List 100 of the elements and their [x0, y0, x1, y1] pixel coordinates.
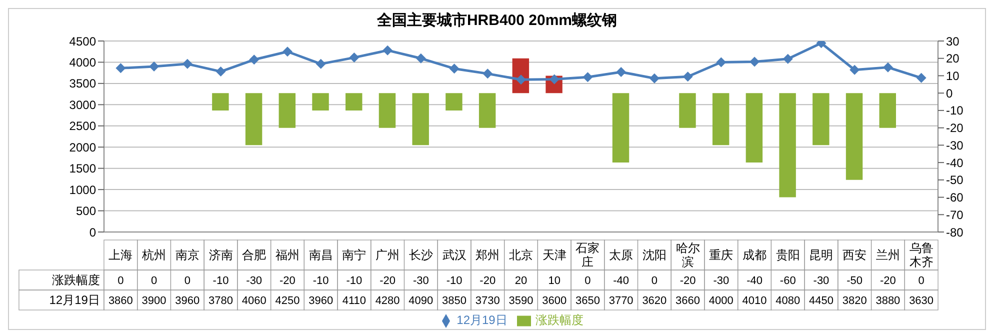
x-tick-label: 福州: [275, 248, 300, 262]
point: [349, 52, 360, 63]
point: [482, 68, 493, 79]
point: [616, 66, 626, 77]
data-label: 4080: [776, 295, 800, 307]
x-tick-label: 石家庄: [576, 241, 600, 269]
y2-tick-label: -80: [946, 225, 964, 240]
point: [716, 57, 726, 68]
y-tick-label: 4000: [69, 55, 96, 70]
y-tick-label: 4500: [69, 34, 96, 48]
x-tick-label: 重庆: [709, 248, 734, 262]
data-label: 3770: [608, 295, 634, 307]
y2-tick-label: 30: [946, 34, 960, 48]
data-label: -20: [880, 275, 896, 287]
data-label: 3960: [175, 295, 200, 307]
data-label: 3620: [642, 295, 667, 307]
x-tick-label: 乌鲁木齐: [909, 241, 934, 269]
legend-label: 12月19日: [456, 313, 508, 327]
y2-tick-label: -50: [946, 173, 964, 188]
point: [750, 56, 760, 67]
y2-tick-label: -60: [946, 190, 964, 205]
y-tick-label: 3500: [69, 76, 96, 91]
point: [382, 45, 393, 56]
x-tick-label: 哈尔滨: [676, 241, 700, 269]
x-tick-label: 昆明: [809, 248, 834, 262]
data-label: 3850: [442, 295, 467, 307]
data-label: 4060: [242, 295, 266, 307]
x-tick-label: 广州: [376, 248, 400, 262]
point: [316, 58, 326, 69]
x-tick-label: 合肥: [242, 248, 266, 262]
data-label: 0: [184, 275, 190, 287]
data-label: -40: [746, 275, 762, 287]
data-label: 3820: [842, 295, 867, 307]
x-tick-label: 兰州: [876, 248, 900, 262]
x-tick-label: 杭州: [141, 248, 166, 262]
data-label: -10: [312, 275, 329, 287]
data-label: 3780: [208, 295, 233, 307]
data-label: 4250: [275, 295, 300, 307]
data-label: 0: [918, 275, 924, 287]
data-label: -20: [480, 275, 496, 287]
data-label: 3860: [108, 295, 133, 307]
text: 12月19日: [49, 293, 100, 307]
data-label: 3730: [475, 295, 500, 307]
y2-tick-label: -10: [946, 104, 964, 118]
x-tick-label: 南昌: [308, 248, 333, 262]
point: [582, 72, 593, 82]
y-tick-label: 2500: [69, 119, 96, 134]
point: [116, 63, 126, 74]
x-tick-label: 贵阳: [776, 248, 800, 262]
bar: [278, 93, 296, 128]
data-label: 3600: [542, 295, 567, 307]
data-label: -20: [380, 275, 396, 287]
data-label: 4010: [742, 295, 767, 307]
bar: [812, 93, 830, 146]
data-label: 0: [651, 275, 658, 287]
y2-tick-label: -30: [946, 138, 964, 152]
data-label: -10: [446, 275, 462, 287]
data-label: -10: [212, 275, 229, 287]
y2-tick-label: 10: [946, 68, 960, 83]
point: [416, 53, 426, 64]
point: [249, 54, 260, 65]
bar: [612, 93, 630, 163]
point: [149, 61, 160, 72]
data-label: 4090: [408, 295, 434, 307]
data-label: 10: [548, 275, 560, 287]
bar: [346, 93, 362, 110]
y2-tick-label: 20: [946, 52, 960, 66]
text: 涨跌幅度: [52, 273, 100, 287]
data-label: 3590: [508, 295, 534, 307]
chart-title: 全国主要城市HRB400 20mm螺纹钢: [376, 10, 618, 31]
bar: [746, 93, 763, 163]
x-tick-label: 西安: [842, 248, 867, 262]
data-label: 3660: [676, 295, 700, 307]
data-label: 3960: [308, 295, 334, 307]
data-label: 0: [118, 275, 124, 287]
point: [182, 58, 192, 69]
data-label: -40: [613, 275, 630, 287]
data-label: 3650: [575, 295, 600, 307]
bar: [212, 93, 229, 110]
data-label: 20: [514, 275, 528, 287]
x-tick-label: 太原: [609, 248, 634, 262]
y-tick-label: 500: [76, 204, 96, 218]
x-tick-label: 成都: [742, 248, 767, 262]
y2-tick-label: -70: [946, 208, 964, 222]
data-label: 4450: [809, 295, 834, 307]
bar: [779, 93, 796, 198]
y-tick-label: 3000: [69, 98, 96, 112]
y-tick-label: 1500: [69, 162, 96, 176]
data-label: 4000: [708, 295, 734, 307]
data-label: -30: [713, 275, 730, 287]
bar: [446, 93, 462, 110]
data-label: -10: [346, 275, 362, 287]
point: [850, 64, 860, 75]
y2-tick-label: 0: [946, 86, 953, 100]
bar: [378, 93, 396, 128]
data-label: -30: [412, 275, 429, 287]
bar: [846, 93, 863, 180]
y-tick-label: 0: [89, 225, 96, 240]
bar: [312, 93, 329, 110]
x-tick-label: 武汉: [442, 248, 466, 262]
